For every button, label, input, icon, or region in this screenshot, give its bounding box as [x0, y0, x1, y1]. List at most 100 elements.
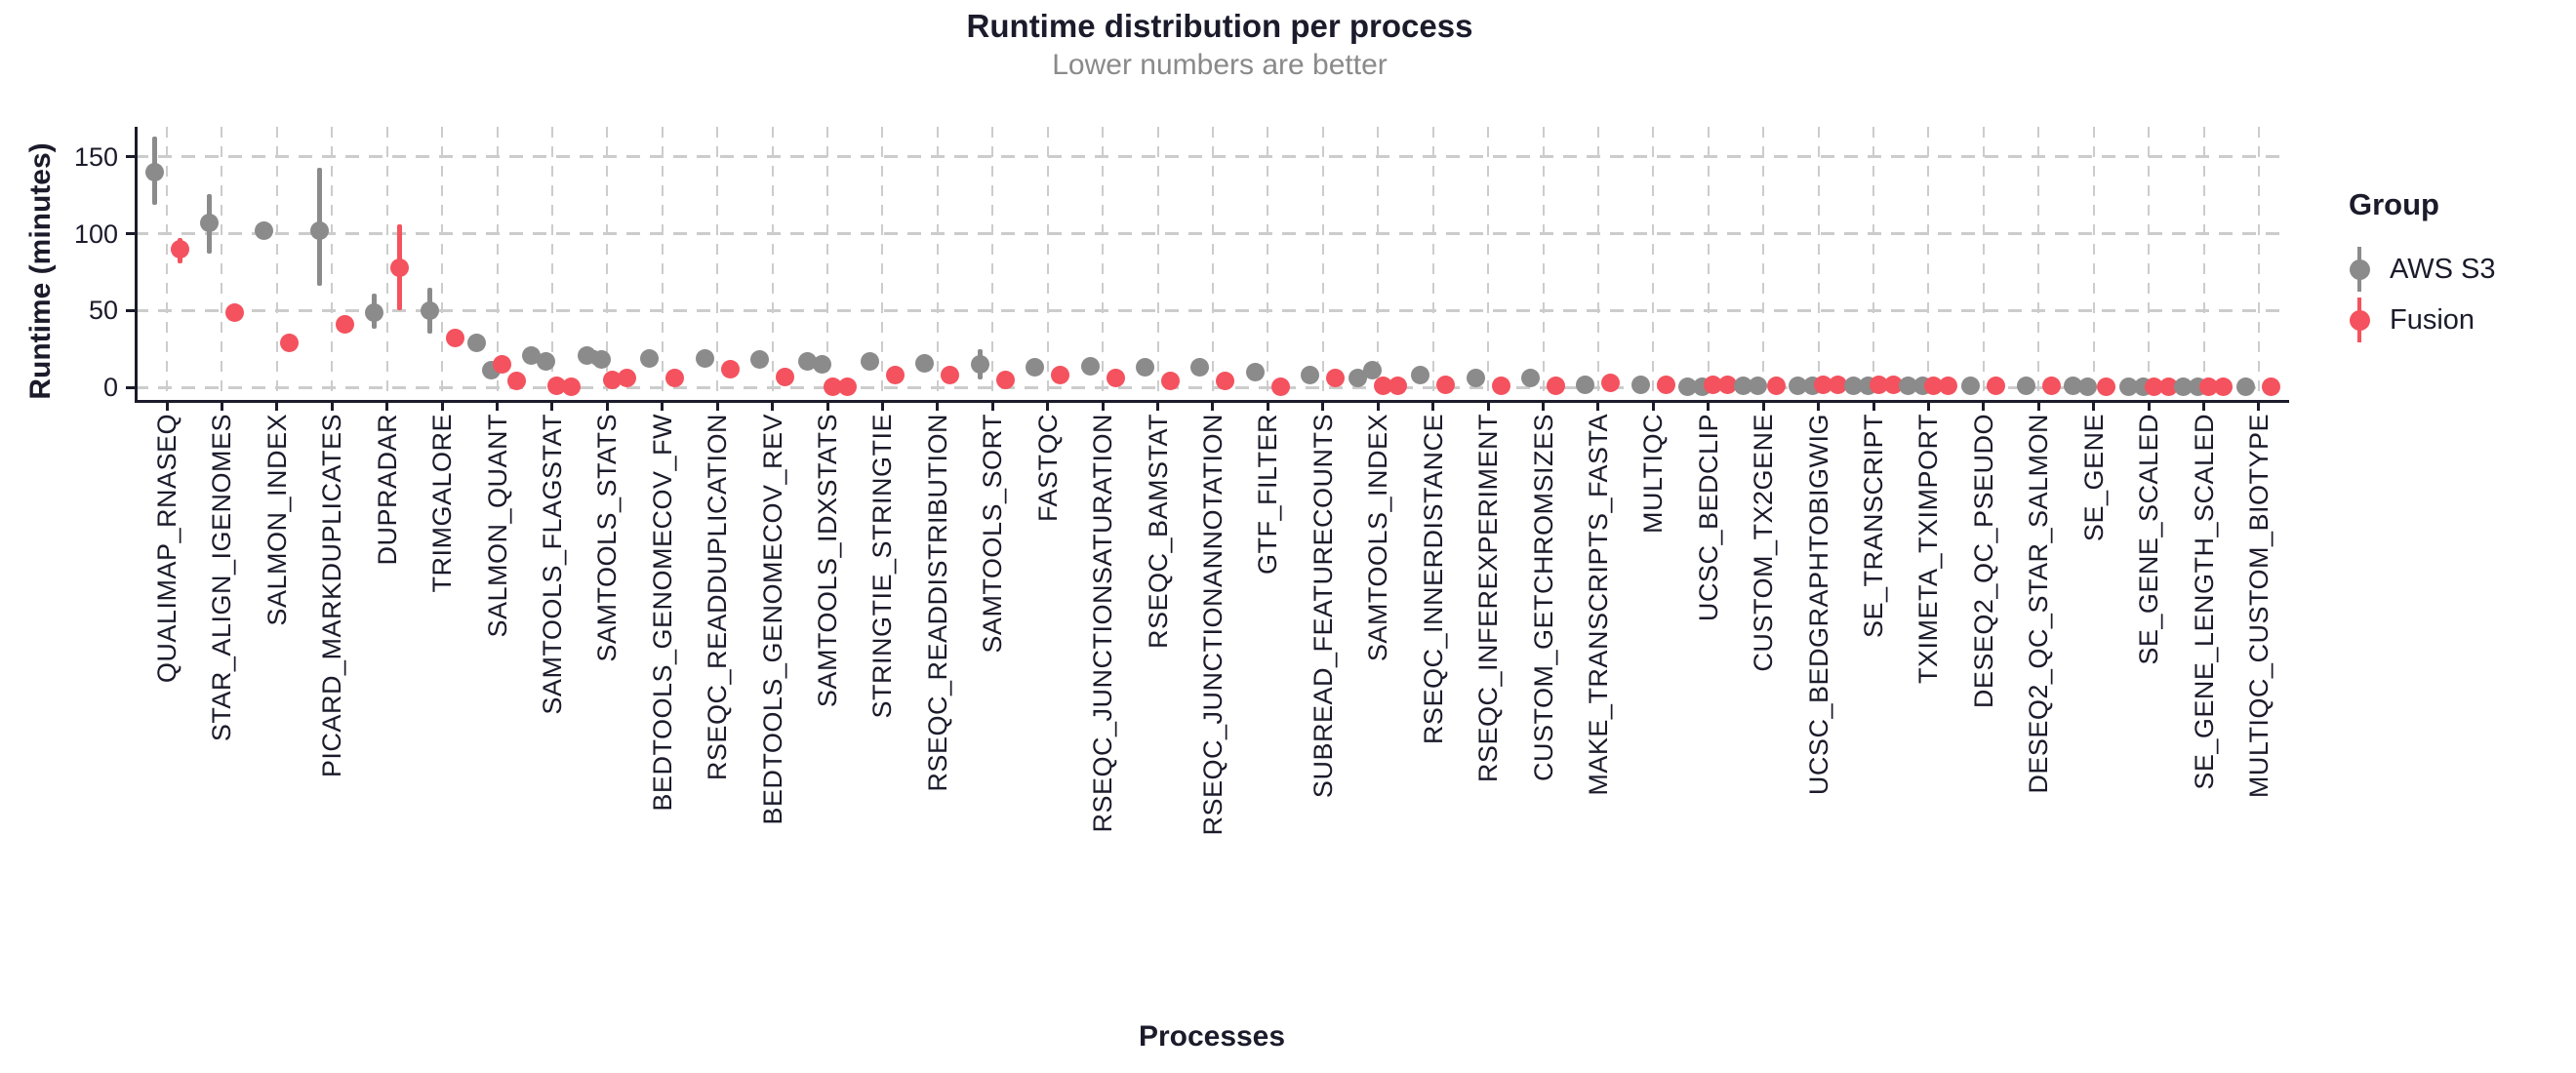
- x-tick-mark: [1046, 402, 1050, 411]
- aws-s3-point: [1362, 361, 1382, 380]
- x-tick-mark: [1596, 402, 1600, 411]
- y-axis-line: [135, 127, 138, 403]
- fusion-point: [2199, 378, 2219, 396]
- x-tick-label: SAMTOOLS_INDEX: [1363, 414, 1393, 662]
- y-tick-label: 0: [102, 373, 118, 403]
- fusion-point: [390, 258, 410, 277]
- x-tick-mark: [2092, 402, 2096, 411]
- aws-s3-point: [1961, 377, 1981, 396]
- fusion-point: [823, 378, 842, 396]
- aws-s3-point: [915, 353, 935, 373]
- x-gridline: [1487, 127, 1490, 400]
- x-gridline: [2148, 127, 2151, 400]
- fusion-point: [1829, 376, 1848, 395]
- x-gridline: [1707, 127, 1710, 400]
- x-gridline: [1872, 127, 1875, 400]
- x-gridline: [496, 127, 499, 400]
- fusion-point: [1388, 377, 1407, 396]
- aws-s3-point: [420, 300, 439, 320]
- aws-s3-point: [144, 162, 164, 181]
- x-tick-mark: [936, 402, 940, 411]
- x-gridline: [1762, 127, 1765, 400]
- x-axis-line: [135, 400, 2289, 403]
- x-tick-label: RSEQC_READDUPLICATION: [703, 414, 733, 781]
- fusion-point: [547, 377, 567, 396]
- fusion-point: [1547, 377, 1565, 396]
- aws-s3-point: [1521, 369, 1540, 388]
- x-tick-label: FASTQC: [1032, 414, 1063, 523]
- y-tick-label: 100: [73, 219, 118, 249]
- x-axis-title: Processes: [1138, 1020, 1286, 1053]
- x-tick-mark: [880, 402, 884, 411]
- fusion-point: [1373, 377, 1392, 396]
- aws-s3-point: [695, 348, 714, 368]
- fusion-point: [1883, 376, 1903, 395]
- x-tick-mark: [220, 402, 223, 411]
- fusion-point: [280, 334, 300, 353]
- x-tick-label: TXIMETA_TXIMPORT: [1913, 414, 1944, 685]
- aws-s3-point: [255, 220, 274, 240]
- fusion-point: [1869, 376, 1888, 395]
- aws-s3-point: [1678, 378, 1698, 396]
- y-gridline: [135, 232, 2289, 236]
- x-tick-label: SALMON_INDEX: [262, 414, 292, 626]
- x-gridline: [1102, 127, 1105, 400]
- x-gridline: [550, 127, 553, 400]
- x-tick-label: RSEQC_JUNCTIONSATURATION: [1088, 414, 1118, 833]
- aws-s3-point: [467, 334, 487, 353]
- fusion-point: [995, 370, 1015, 389]
- x-gridline: [166, 127, 168, 400]
- x-tick-label: SE_TRANSCRIPT: [1859, 414, 1889, 639]
- fusion-point: [776, 367, 795, 386]
- x-tick-mark: [1761, 402, 1765, 411]
- aws-s3-point: [860, 351, 879, 371]
- fusion-point: [1106, 369, 1125, 388]
- x-tick-mark: [1982, 402, 1986, 411]
- x-tick-mark: [2036, 402, 2040, 411]
- aws-s3-point: [1301, 366, 1320, 385]
- legend-title: Group: [2349, 187, 2439, 221]
- legend-label-fusion: Fusion: [2390, 303, 2475, 336]
- fusion-point: [1656, 375, 1675, 394]
- legend-entry-aws-s3: AWS S3: [2349, 244, 2576, 295]
- x-gridline: [2037, 127, 2040, 400]
- y-tick-mark: [126, 308, 135, 312]
- x-gridline: [1321, 127, 1324, 400]
- x-gridline: [1156, 127, 1159, 400]
- x-gridline: [1542, 127, 1545, 400]
- aws-s3-point: [750, 350, 770, 370]
- x-tick-mark: [715, 402, 719, 411]
- x-tick-mark: [550, 402, 554, 411]
- aws-s3-point: [2118, 378, 2138, 396]
- y-tick-label: 50: [88, 296, 118, 326]
- fusion-point: [1704, 376, 1723, 395]
- x-tick-label: DUPRADAR: [372, 414, 402, 566]
- x-tick-label: RSEQC_INFEREXPERIMENT: [1473, 414, 1504, 783]
- aws-s3-point: [1411, 366, 1430, 385]
- y-gridline: [135, 385, 2289, 389]
- fusion-point: [2158, 378, 2178, 396]
- legend-entry-fusion: Fusion: [2349, 295, 2576, 345]
- x-tick-mark: [496, 402, 500, 411]
- fusion-point: [2214, 378, 2234, 396]
- aws-s3-point: [812, 355, 831, 375]
- aws-s3-point: [1843, 377, 1863, 396]
- aws-s3-point: [577, 345, 596, 365]
- fusion-point: [1814, 376, 1833, 395]
- x-tick-label: BEDTOOLS_GENOMECOV_REV: [757, 414, 787, 825]
- x-tick-label: CUSTOM_GETCHROMSIZES: [1528, 414, 1558, 782]
- x-tick-label: BEDTOOLS_GENOMECOV_FW: [647, 414, 677, 812]
- x-tick-mark: [1376, 402, 1380, 411]
- x-tick-mark: [1321, 402, 1325, 411]
- x-tick-label: MAKE_TRANSCRIPTS_FASTA: [1583, 414, 1613, 796]
- x-tick-mark: [1431, 402, 1435, 411]
- x-tick-mark: [1926, 402, 1930, 411]
- x-tick-label: CUSTOM_TX2GENE: [1749, 414, 1779, 672]
- x-tick-mark: [165, 402, 169, 411]
- x-gridline: [881, 127, 884, 400]
- x-tick-label: DESEQ2_QC_STAR_SALMON: [2024, 414, 2054, 794]
- fusion-point: [335, 315, 354, 335]
- x-tick-mark: [2147, 402, 2151, 411]
- aws-s3-point: [1733, 377, 1752, 396]
